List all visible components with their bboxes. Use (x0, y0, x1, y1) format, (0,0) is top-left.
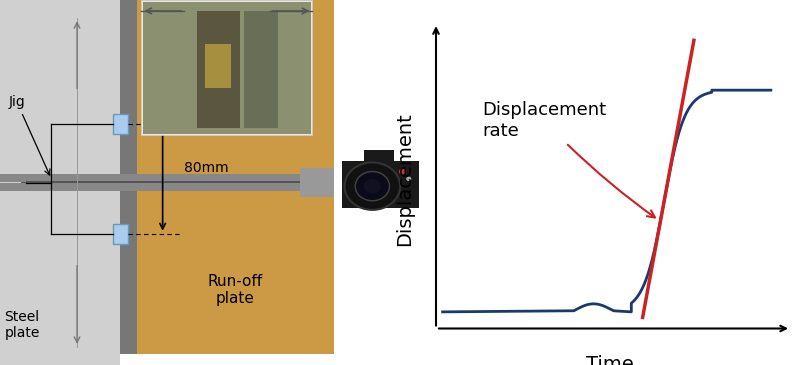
Bar (137, 0, 334, 354)
Bar (364, 150, 394, 161)
Bar (22, 184, 313, 192)
Bar (114, 223, 128, 244)
Bar (0, 174, 26, 182)
Bar (197, 11, 240, 128)
Bar (120, 0, 137, 354)
Circle shape (345, 162, 400, 210)
Bar (0, 184, 26, 192)
Bar (142, 2, 311, 134)
Bar (244, 11, 278, 128)
Bar (22, 174, 313, 182)
Bar (142, 0, 313, 135)
Bar (22, 181, 313, 184)
Text: Displacement
rate: Displacement rate (482, 101, 655, 218)
Circle shape (364, 179, 381, 193)
Text: Jig: Jig (9, 95, 50, 175)
Bar (114, 114, 128, 134)
Text: 80mm: 80mm (184, 161, 229, 175)
Bar (300, 168, 334, 197)
Text: Time: Time (586, 356, 634, 365)
Circle shape (399, 169, 406, 174)
Bar (342, 161, 419, 208)
Bar (206, 44, 231, 88)
Circle shape (355, 172, 390, 201)
Circle shape (406, 177, 411, 181)
Text: Run-off
plate: Run-off plate (208, 274, 263, 306)
Text: Displacement: Displacement (395, 112, 414, 246)
Bar (0, 0, 120, 365)
Text: Steel
plate: Steel plate (4, 310, 40, 341)
